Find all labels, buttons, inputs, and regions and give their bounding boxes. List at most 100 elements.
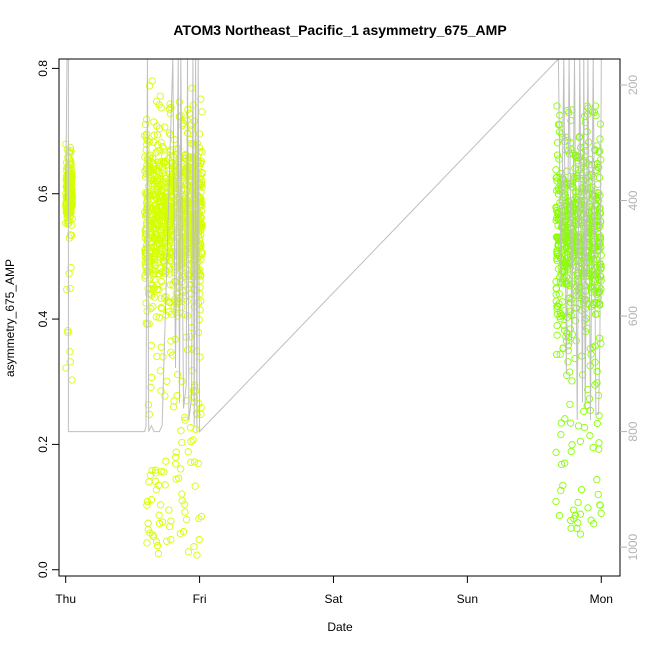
data-point [558, 311, 566, 320]
data-point [593, 367, 601, 376]
data-point [146, 268, 155, 276]
data-point [171, 154, 179, 162]
data-point [158, 143, 167, 151]
data-point [595, 230, 603, 238]
data-point [158, 223, 166, 231]
data-point [553, 102, 561, 110]
data-point [554, 120, 563, 129]
axes: 0.0 0.2 0.4 0.6 0.8 200 400 600 800 1000 Thu Fri Sat… [36, 58, 640, 606]
data-point [562, 244, 571, 252]
data-point [580, 407, 588, 416]
data-point [63, 183, 71, 191]
data-point [183, 346, 192, 354]
data-point [155, 511, 163, 519]
data-point [161, 123, 169, 131]
data-point [177, 216, 185, 224]
data-point [157, 157, 165, 166]
data-point [157, 277, 166, 286]
data-point [557, 460, 566, 469]
data-point [591, 145, 599, 154]
data-point [195, 536, 203, 544]
data-point [559, 246, 567, 254]
data-point [178, 197, 187, 205]
data-point [147, 341, 155, 350]
data-point [173, 312, 182, 320]
data-point [568, 280, 576, 288]
data-point [162, 236, 170, 245]
data-point [567, 298, 575, 307]
data-point [597, 509, 605, 517]
data-point [578, 260, 586, 268]
data-point [595, 242, 603, 251]
data-point [153, 122, 161, 130]
data-point [594, 180, 602, 188]
data-point [180, 280, 188, 289]
data-point [587, 516, 595, 524]
data-point [553, 331, 561, 339]
data-point [586, 263, 594, 271]
data-point [165, 210, 173, 219]
data-point [156, 244, 164, 252]
data-point [161, 481, 169, 489]
data-point [165, 210, 174, 218]
y-tick-label: 0.4 [36, 310, 50, 327]
data-point [141, 253, 150, 261]
data-point [586, 431, 594, 440]
data-point [165, 506, 173, 514]
data-point [182, 247, 190, 255]
data-point [157, 387, 165, 395]
data-point [187, 437, 195, 446]
data-point [596, 120, 605, 128]
data-point [592, 210, 600, 218]
data-point [157, 294, 165, 302]
data-point [144, 519, 152, 527]
data-point [143, 539, 151, 547]
data-point [181, 150, 190, 159]
depth-line [65, 59, 602, 433]
data-point [67, 147, 75, 155]
data-point [591, 381, 599, 389]
data-point [181, 508, 189, 516]
data-point [552, 166, 560, 174]
data-point [66, 188, 75, 197]
data-point [156, 501, 165, 509]
data-point [573, 524, 581, 532]
data-point [162, 225, 170, 233]
data-point [163, 189, 172, 197]
data-point [165, 217, 173, 226]
data-point [155, 210, 163, 219]
data-point [190, 458, 199, 466]
data-point [158, 305, 166, 313]
data-point [557, 430, 565, 439]
data-point [595, 289, 603, 297]
data-point [580, 423, 589, 432]
data-point [143, 501, 151, 509]
data-point [595, 173, 604, 182]
data-point [193, 551, 201, 559]
data-point [68, 376, 76, 384]
data-point [556, 111, 564, 119]
data-point [182, 236, 190, 244]
data-point [177, 259, 186, 267]
data-point [593, 476, 601, 484]
data-point [158, 185, 166, 194]
data-point [142, 146, 150, 154]
y2-tick-label: 200 [626, 75, 640, 95]
data-point [66, 157, 75, 165]
data-point [589, 241, 598, 249]
data-point [166, 270, 174, 278]
data-point [154, 147, 162, 155]
data-point [151, 258, 159, 267]
data-point [156, 367, 165, 375]
data-point [168, 173, 176, 182]
plot-area [62, 59, 605, 559]
data-point [182, 180, 190, 188]
data-point [151, 284, 159, 292]
data-point [66, 284, 74, 293]
data-point [149, 286, 157, 294]
data-point [68, 200, 76, 208]
data-point [63, 178, 72, 186]
data-point [64, 326, 72, 335]
data-point [144, 525, 152, 534]
